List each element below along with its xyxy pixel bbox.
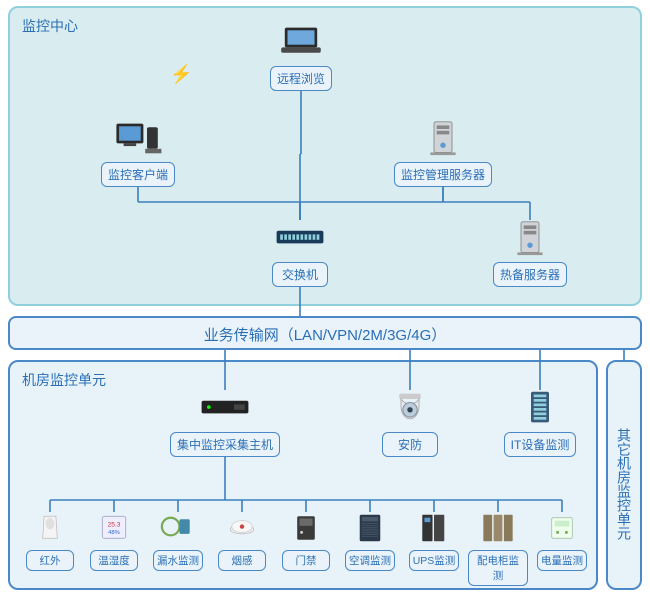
switch-icon xyxy=(273,218,327,258)
nvr-icon xyxy=(198,388,252,428)
sensor-waterleak-label: 漏水监测 xyxy=(153,550,203,571)
server-icon xyxy=(416,118,470,158)
smoke-icon xyxy=(220,510,264,546)
waterleak-icon xyxy=(156,510,200,546)
node-switch-label: 交换机 xyxy=(272,262,328,287)
sensor-smoke: 烟感 xyxy=(212,510,272,571)
sensor-door: 门禁 xyxy=(276,510,336,571)
door-icon xyxy=(284,510,328,546)
sensor-ups: UPS监测 xyxy=(404,510,464,571)
sensor-ac-label: 空调监测 xyxy=(345,550,395,571)
dome-icon xyxy=(383,388,437,428)
other-room-label: 其它机房监控单元 xyxy=(614,428,634,540)
other-room-panel: 其它机房监控单元 xyxy=(606,360,642,590)
node-collector: 集中监控采集主机 xyxy=(135,388,315,457)
laptop-icon xyxy=(274,22,328,62)
sensor-pdu: 配电柜监测 xyxy=(468,510,528,586)
rack-icon xyxy=(513,388,567,428)
node-switch: 交换机 xyxy=(220,218,380,287)
monitor-center-title: 监控中心 xyxy=(22,16,78,36)
ups-icon xyxy=(412,510,456,546)
svg-text:25.3: 25.3 xyxy=(108,522,121,529)
sensor-ac: 空调监测 xyxy=(340,510,400,571)
sensor-thermo: 25.348% 温湿度 xyxy=(84,510,144,571)
node-itmon-label: IT设备监测 xyxy=(504,432,577,457)
sensor-door-label: 门禁 xyxy=(282,550,330,571)
svg-text:48%: 48% xyxy=(108,530,120,536)
node-mgmt: 监控管理服务器 xyxy=(378,118,508,187)
pir-icon xyxy=(28,510,72,546)
sensor-meter-label: 电量监测 xyxy=(537,550,587,571)
node-client-label: 监控客户端 xyxy=(101,162,175,187)
desktop-icon xyxy=(111,118,165,158)
node-hot-label: 热备服务器 xyxy=(493,262,567,287)
sensor-smoke-label: 烟感 xyxy=(218,550,266,571)
transport-label: 业务传输网（LAN/VPN/2M/3G/4G） xyxy=(204,327,447,344)
thermo-icon: 25.348% xyxy=(92,510,136,546)
node-remote: 远程浏览 xyxy=(246,22,356,91)
room-monitor-title: 机房监控单元 xyxy=(22,370,106,390)
transport-network-bar: 业务传输网（LAN/VPN/2M/3G/4G） xyxy=(8,316,642,350)
meter-icon xyxy=(540,510,584,546)
server-icon xyxy=(503,218,557,258)
ac-icon xyxy=(348,510,392,546)
node-security-label: 安防 xyxy=(382,432,438,457)
node-collector-label: 集中监控采集主机 xyxy=(170,432,280,457)
sensor-ups-label: UPS监测 xyxy=(409,550,460,571)
pdu-icon xyxy=(476,510,520,546)
sensor-meter: 电量监测 xyxy=(532,510,592,571)
sensor-pir: 红外 xyxy=(20,510,80,571)
node-client: 监控客户端 xyxy=(78,118,198,187)
sensor-pir-label: 红外 xyxy=(26,550,74,571)
node-remote-label: 远程浏览 xyxy=(270,66,332,91)
sensor-waterleak: 漏水监测 xyxy=(148,510,208,571)
node-mgmt-label: 监控管理服务器 xyxy=(394,162,492,187)
node-security: 安防 xyxy=(365,388,455,457)
sensor-thermo-label: 温湿度 xyxy=(90,550,138,571)
node-hot: 热备服务器 xyxy=(470,218,590,287)
sensor-pdu-label: 配电柜监测 xyxy=(468,550,528,586)
node-itmon: IT设备监测 xyxy=(490,388,590,457)
